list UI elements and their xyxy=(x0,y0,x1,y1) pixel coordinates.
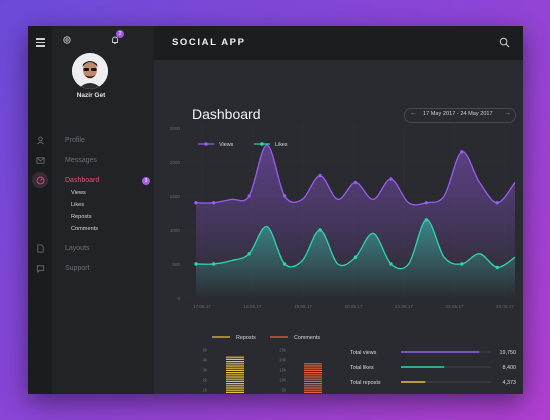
sidebar: 2 Nazir Get Profile Messages Dashboard 3… xyxy=(28,26,154,394)
dashboard-icon[interactable] xyxy=(36,176,45,185)
point-views xyxy=(495,201,499,205)
point-likes xyxy=(495,265,499,270)
nav-item-support[interactable]: Support xyxy=(65,265,90,272)
legend-dot-views xyxy=(204,142,208,146)
bar-y-tick: 25k xyxy=(279,348,287,353)
nav-item-dashboard[interactable]: Dashboard xyxy=(65,177,100,184)
x-tick-label: 21.05.17 xyxy=(395,304,413,309)
point-views xyxy=(318,173,322,178)
subnav-reposts[interactable]: Reposts xyxy=(71,214,92,220)
point-views xyxy=(353,180,358,185)
point-likes xyxy=(353,255,358,259)
total-value: 8,400 xyxy=(503,365,517,371)
page-title: Dashboard xyxy=(192,106,261,122)
search-icon[interactable] xyxy=(499,37,510,48)
subnav-comments[interactable]: Comments xyxy=(71,226,99,232)
subnav-views[interactable]: Views xyxy=(71,190,86,196)
gear-icon[interactable] xyxy=(62,35,72,45)
y-tick-label: 1000 xyxy=(170,228,181,233)
subnav-likes[interactable]: Likes xyxy=(71,202,85,208)
y-tick-label: 500 xyxy=(172,262,180,267)
total-label: Total views xyxy=(350,350,377,356)
y-tick-label: 0 xyxy=(177,296,180,301)
total-label: Total reposts xyxy=(350,380,381,386)
x-tick-label: 18.05.17 xyxy=(244,304,262,309)
bar-y-tick: 1k xyxy=(203,388,208,393)
bar-y-tick: 10k xyxy=(279,378,287,383)
nav-item-messages[interactable]: Messages xyxy=(65,157,97,164)
username: Nazir Get xyxy=(76,92,106,99)
top-bar: SOCIAL APP xyxy=(154,26,523,60)
main-chart: 0 500 1000 1500 2000 2500 17.05.17 18.05.17 19.0… xyxy=(170,122,517,393)
point-views xyxy=(460,150,464,154)
avatar-image xyxy=(72,53,108,89)
support-icon[interactable] xyxy=(36,264,45,273)
bell-icon[interactable] xyxy=(110,35,120,45)
x-tick-label: 23.05.17 xyxy=(496,304,514,309)
point-views xyxy=(247,194,251,198)
point-views xyxy=(212,201,216,205)
menu-icon[interactable] xyxy=(36,36,45,49)
point-likes xyxy=(194,262,198,266)
point-likes xyxy=(460,262,464,266)
messages-icon[interactable] xyxy=(36,156,45,165)
date-range-label: 17 May 2017 - 24 May 2017 xyxy=(423,111,493,117)
legend-dot-likes xyxy=(260,142,264,146)
point-views xyxy=(194,201,198,205)
point-likes xyxy=(424,218,429,222)
nav-item-profile[interactable]: Profile xyxy=(65,137,85,144)
y-tick-label: 1500 xyxy=(170,194,181,199)
point-likes xyxy=(247,252,251,256)
x-tick-label: 20.05.17 xyxy=(345,304,363,309)
x-tick-label: 22.05.17 xyxy=(446,304,464,309)
profile-icon[interactable] xyxy=(36,136,45,145)
bar-y-tick: 2k xyxy=(203,378,208,383)
bar-y-tick: 15k xyxy=(279,368,287,373)
nav-item-layouts[interactable]: Layouts xyxy=(65,245,90,252)
next-arrow-icon[interactable]: → xyxy=(504,110,511,117)
bar-y-tick: 4k xyxy=(203,358,208,363)
main-content: Dashboard ← 17 May 2017 - 24 May 2017 → … xyxy=(154,60,523,394)
active-indicator xyxy=(32,172,48,188)
dashboard-badge: 3 xyxy=(142,177,150,185)
legend-label-likes: Likes xyxy=(275,142,288,148)
bar-y-tick: 3k xyxy=(203,368,208,373)
total-value: 4,373 xyxy=(503,380,517,386)
prev-arrow-icon[interactable]: ← xyxy=(410,110,417,117)
bar-y-tick: 20k xyxy=(279,358,287,363)
date-range-picker[interactable]: ← 17 May 2017 - 24 May 2017 → xyxy=(404,108,516,123)
point-views xyxy=(424,201,429,205)
x-tick-label: 19.05.17 xyxy=(294,304,312,309)
notification-badge: 2 xyxy=(116,30,124,38)
avatar[interactable] xyxy=(72,53,108,89)
point-likes xyxy=(282,262,287,266)
icon-rail xyxy=(28,26,52,394)
point-views xyxy=(282,194,287,198)
bar-y-tick: 5k xyxy=(203,348,208,353)
bar-y-tick: 5k xyxy=(282,388,287,393)
total-label: Total likes xyxy=(350,365,374,371)
app-title: SOCIAL APP xyxy=(172,37,246,48)
point-views xyxy=(389,177,393,181)
legend-label-reposts: Reposts xyxy=(236,335,256,341)
legend-label-comments: Comments xyxy=(294,335,320,341)
layouts-icon[interactable] xyxy=(36,244,45,253)
point-likes xyxy=(212,262,216,266)
point-likes xyxy=(318,228,322,232)
x-tick-label: 17.05.17 xyxy=(193,304,211,309)
legend-label-views: Views xyxy=(219,142,234,148)
y-tick-label: 2000 xyxy=(170,160,181,165)
app-window: 2 Nazir Get Profile Messages Dashboard 3… xyxy=(28,26,523,394)
total-value: 19,750 xyxy=(500,350,517,356)
y-tick-label: 2500 xyxy=(170,126,181,131)
point-likes xyxy=(389,262,393,266)
